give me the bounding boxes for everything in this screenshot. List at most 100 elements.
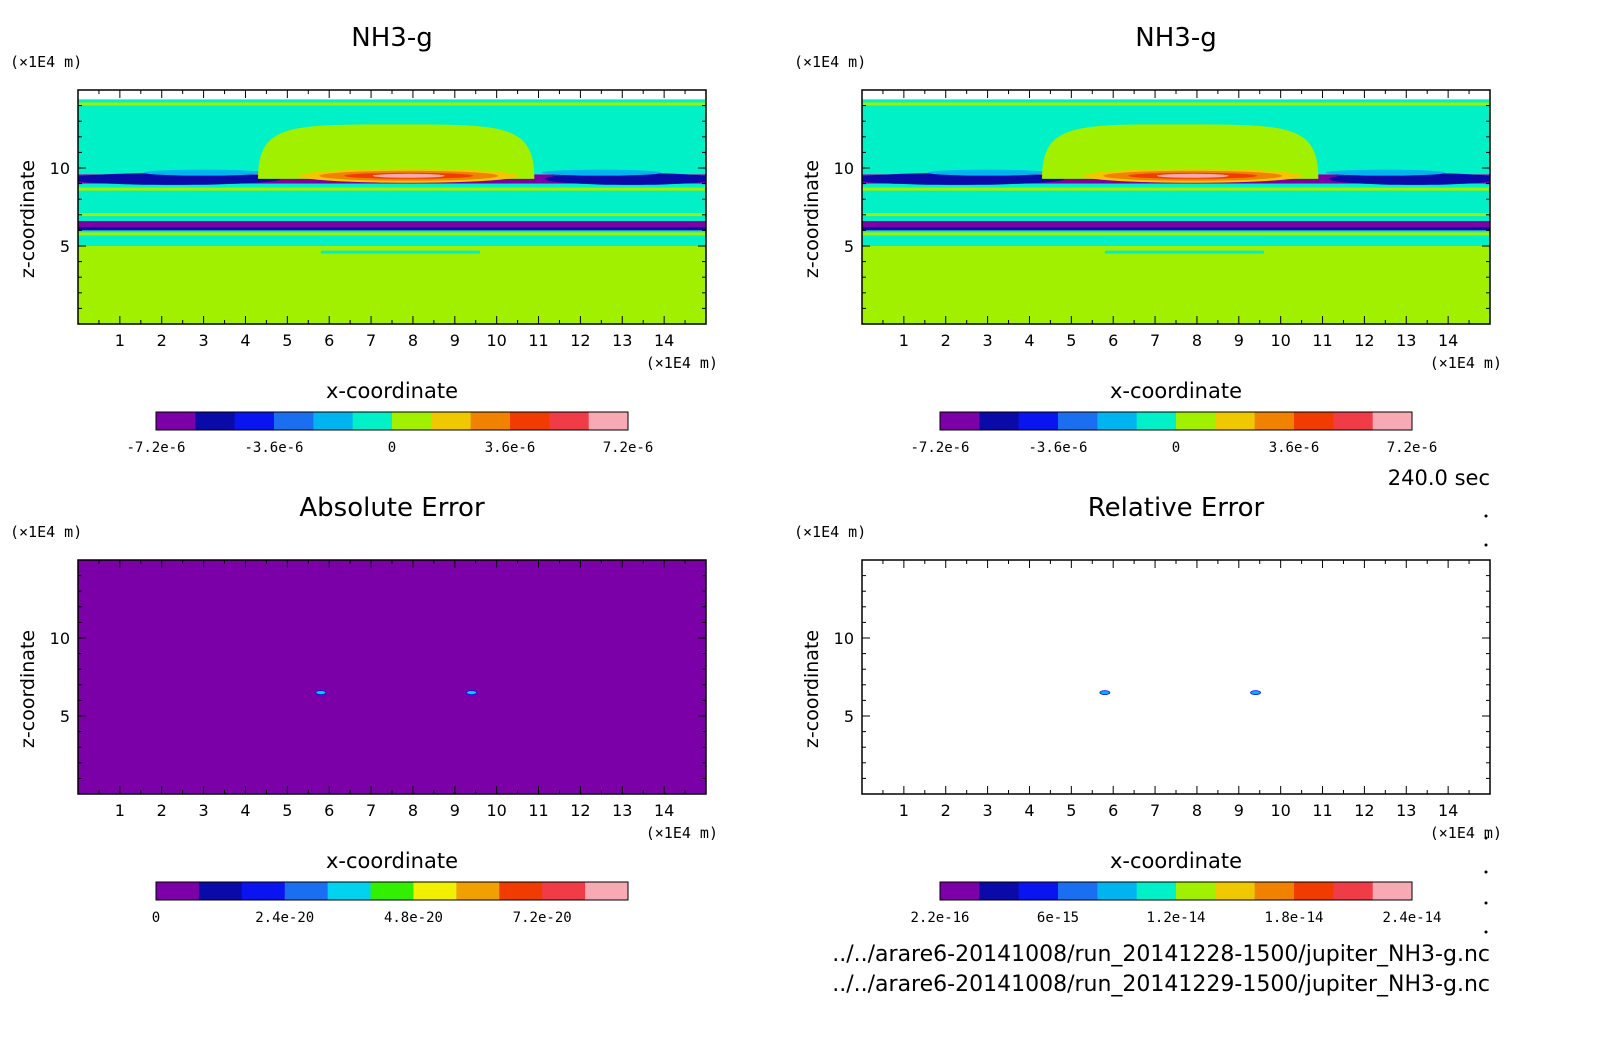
dot-marker bbox=[1484, 930, 1488, 934]
dot-marker bbox=[1484, 543, 1488, 547]
x-tick-label: 2 bbox=[157, 331, 167, 350]
colorbar-swatch bbox=[1176, 412, 1216, 430]
panel-title: Absolute Error bbox=[299, 493, 485, 523]
error-spot bbox=[466, 690, 477, 695]
x-axis-label: x-coordinate bbox=[326, 849, 458, 873]
contour-lobe bbox=[541, 169, 662, 176]
colorbar-swatch bbox=[284, 882, 329, 900]
panel-title: NH3-g bbox=[1135, 23, 1216, 53]
x-unit-label: (×1E4 m) bbox=[1430, 354, 1502, 372]
x-tick-label: 4 bbox=[240, 331, 250, 350]
x-tick-label: 6 bbox=[324, 331, 334, 350]
x-tick-label: 3 bbox=[983, 801, 993, 820]
contour-lobe bbox=[1329, 172, 1490, 185]
x-axis-label: x-coordinate bbox=[1110, 849, 1242, 873]
colorbar-tick-label: 0 bbox=[1172, 440, 1180, 456]
x-tick-label: 14 bbox=[654, 801, 674, 820]
contour-background bbox=[78, 560, 706, 794]
dot-marker bbox=[1484, 901, 1488, 905]
contour-lobe bbox=[143, 169, 264, 176]
colorbar-tick-label: 7.2e-6 bbox=[1387, 440, 1438, 456]
x-tick-label: 9 bbox=[1234, 331, 1244, 350]
x-tick-label: 8 bbox=[1192, 331, 1202, 350]
colorbar-tick-label: -7.2e-6 bbox=[910, 440, 969, 456]
colorbar-swatch bbox=[1294, 412, 1334, 430]
colorbar-swatch bbox=[1097, 412, 1138, 430]
colorbar-tick-label: 7.2e-6 bbox=[603, 440, 654, 456]
x-tick-label: 6 bbox=[324, 801, 334, 820]
colorbar-tick-label: 6e-15 bbox=[1037, 910, 1079, 926]
error-spot bbox=[1099, 690, 1111, 695]
y-axis-label: z-coordinate bbox=[801, 630, 823, 748]
colorbar-swatch bbox=[1136, 882, 1177, 900]
colorbar-tick-label: -3.6e-6 bbox=[244, 440, 303, 456]
colorbar-swatch bbox=[1254, 412, 1295, 430]
x-tick-label: 6 bbox=[1108, 331, 1118, 350]
contour-band bbox=[1092, 241, 1256, 245]
time-label: 240.0 sec bbox=[1387, 466, 1490, 490]
y-unit-label: (×1E4 m) bbox=[10, 53, 82, 71]
colorbar-tick-label: 1.2e-14 bbox=[1146, 910, 1205, 926]
x-tick-label: 10 bbox=[1270, 331, 1290, 350]
colorbar-swatch bbox=[1097, 882, 1138, 900]
colorbar-swatch bbox=[1136, 412, 1177, 430]
x-tick-label: 5 bbox=[282, 331, 292, 350]
x-tick-label: 8 bbox=[408, 801, 418, 820]
colorbar-swatch bbox=[313, 412, 354, 430]
x-tick-label: 7 bbox=[1150, 801, 1160, 820]
x-tick-label: 14 bbox=[1438, 331, 1458, 350]
x-tick-label: 2 bbox=[941, 331, 951, 350]
footer-file-1: ../../arare6-20141008/run_20141228-1500/… bbox=[832, 942, 1490, 967]
colorbar-tick-label: 3.6e-6 bbox=[485, 440, 536, 456]
footer-file-2: ../../arare6-20141008/run_20141229-1500/… bbox=[832, 972, 1490, 997]
x-tick-label: 4 bbox=[1024, 801, 1034, 820]
x-tick-label: 1 bbox=[899, 331, 909, 350]
x-tick-label: 2 bbox=[157, 801, 167, 820]
contour-field bbox=[862, 99, 1490, 324]
colorbar-swatch bbox=[1215, 882, 1256, 900]
x-tick-label: 12 bbox=[1354, 331, 1374, 350]
x-tick-label: 3 bbox=[199, 331, 209, 350]
colorbar-swatch bbox=[456, 882, 500, 900]
x-tick-label: 10 bbox=[486, 331, 506, 350]
contour-lobe bbox=[78, 172, 281, 185]
x-tick-label: 9 bbox=[450, 331, 460, 350]
colorbar-swatch bbox=[585, 882, 629, 900]
colorbar-swatch bbox=[979, 882, 1020, 900]
colorbar-swatch bbox=[542, 882, 586, 900]
colorbar-swatch bbox=[940, 882, 980, 900]
y-tick-label: 10 bbox=[834, 159, 854, 178]
contour-dome bbox=[258, 124, 535, 179]
x-tick-label: 1 bbox=[899, 801, 909, 820]
contour-dome bbox=[1042, 124, 1319, 179]
contour-band bbox=[1104, 250, 1264, 254]
colorbar-tick-label: -7.2e-6 bbox=[126, 440, 185, 456]
y-unit-label: (×1E4 m) bbox=[794, 53, 866, 71]
x-axis-label: x-coordinate bbox=[326, 379, 458, 403]
x-tick-label: 13 bbox=[612, 801, 632, 820]
x-tick-label: 4 bbox=[240, 801, 250, 820]
colorbar-swatch bbox=[1372, 882, 1413, 900]
colorbar-frame bbox=[155, 411, 629, 431]
x-tick-label: 11 bbox=[528, 801, 548, 820]
x-tick-label: 14 bbox=[1438, 801, 1458, 820]
colorbar-frame bbox=[155, 881, 629, 901]
colorbar-swatch bbox=[1176, 882, 1216, 900]
y-axis-label: z-coordinate bbox=[17, 160, 39, 278]
colorbar-swatch bbox=[470, 412, 511, 430]
contour-band bbox=[862, 221, 1490, 228]
x-tick-label: 4 bbox=[1024, 331, 1034, 350]
colorbar-tick-label: -3.6e-6 bbox=[1028, 440, 1087, 456]
x-tick-label: 11 bbox=[1312, 331, 1332, 350]
x-tick-label: 13 bbox=[1396, 801, 1416, 820]
contour-band bbox=[308, 241, 472, 245]
x-tick-label: 12 bbox=[570, 801, 590, 820]
x-tick-label: 5 bbox=[1066, 801, 1076, 820]
colorbar-tick-label: 2.2e-16 bbox=[910, 910, 969, 926]
contour-band bbox=[78, 102, 706, 106]
y-axis-label: z-coordinate bbox=[17, 630, 39, 748]
colorbar-swatch bbox=[979, 412, 1020, 430]
